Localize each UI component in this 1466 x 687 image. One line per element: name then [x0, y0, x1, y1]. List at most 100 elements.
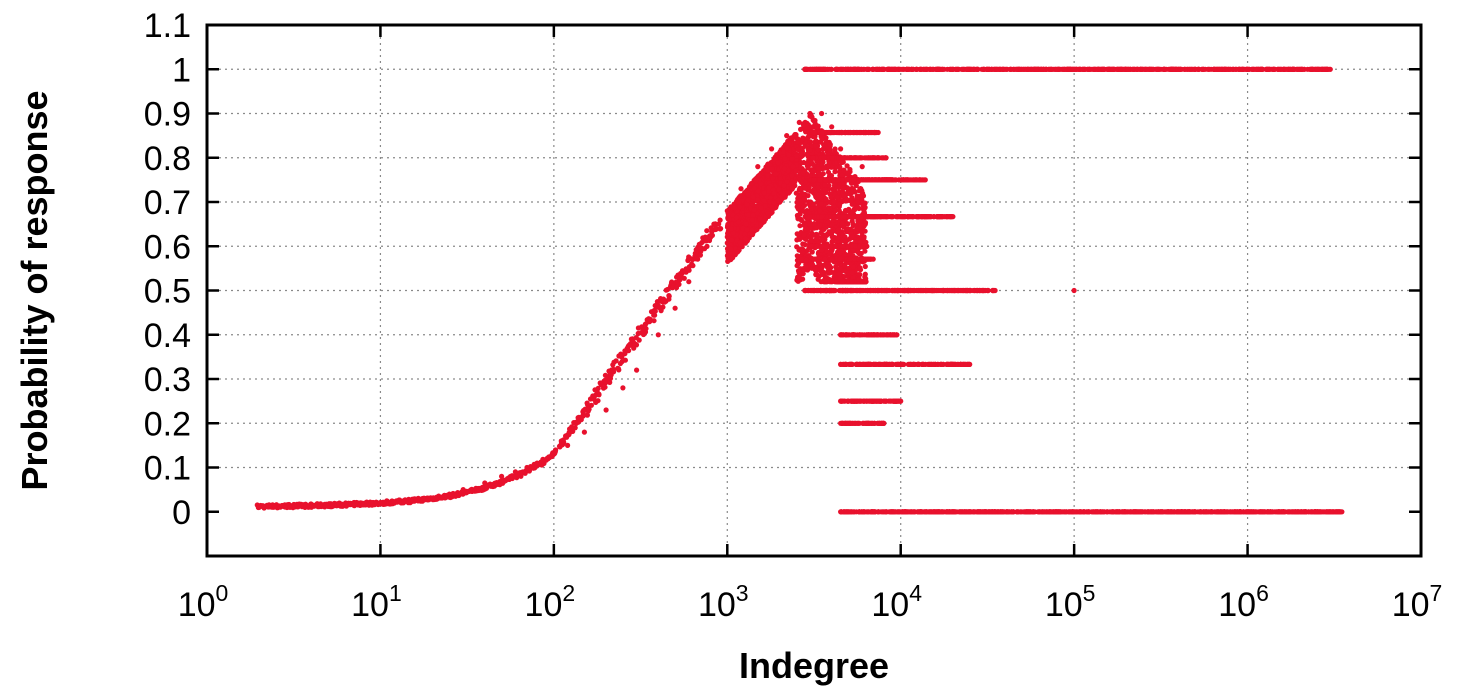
data-point [633, 335, 639, 341]
data-point [728, 226, 734, 232]
data-point [677, 277, 683, 283]
data-point [841, 214, 847, 220]
data-point [839, 220, 846, 226]
data-point [831, 199, 837, 205]
data-point [859, 66, 865, 72]
data-point [803, 129, 809, 135]
data-point [725, 221, 731, 227]
data-point [862, 271, 868, 277]
data-point [813, 66, 820, 72]
data-point [809, 261, 816, 267]
scatter-points [254, 66, 1345, 515]
data-point [923, 287, 929, 294]
data-point [606, 368, 612, 374]
data-point [910, 66, 916, 72]
data-point [1295, 66, 1301, 72]
data-point [856, 276, 862, 282]
data-point [815, 234, 821, 240]
data-point [862, 200, 868, 206]
data-point [870, 66, 876, 72]
data-point [795, 139, 801, 145]
data-point [819, 271, 825, 278]
data-point [819, 136, 825, 142]
data-point [857, 186, 863, 192]
data-point [615, 366, 622, 372]
data-point [1166, 66, 1172, 72]
data-point [970, 287, 976, 294]
data-point [670, 285, 676, 291]
data-point [743, 221, 749, 227]
data-point [733, 214, 740, 221]
data-point [641, 331, 647, 337]
data-point [959, 66, 966, 72]
data-point [651, 318, 657, 324]
data-point [833, 66, 839, 72]
data-point [801, 196, 808, 202]
data-point [789, 185, 795, 191]
data-point [813, 138, 819, 144]
data-point [793, 153, 800, 159]
data-point [780, 190, 787, 197]
data-point [842, 238, 848, 244]
data-point [825, 66, 831, 72]
data-point [765, 211, 771, 217]
data-point [622, 357, 629, 363]
data-point [802, 242, 808, 248]
data-point [619, 354, 625, 360]
data-point [811, 162, 817, 168]
data-point [1110, 66, 1116, 72]
data-point [729, 237, 735, 243]
data-point [1322, 66, 1328, 72]
data-point [1192, 66, 1198, 72]
data-point [891, 66, 897, 72]
data-point [858, 223, 864, 229]
data-point [607, 379, 613, 385]
data-point [930, 66, 936, 72]
data-point [849, 279, 855, 285]
data-point [800, 170, 806, 176]
data-point [938, 287, 945, 294]
data-point [851, 66, 857, 72]
data-point [1314, 66, 1320, 72]
data-point [1206, 66, 1212, 72]
data-point [812, 266, 818, 272]
data-point [625, 347, 631, 353]
data-point [685, 256, 692, 262]
data-point [1088, 66, 1094, 72]
data-point [1125, 66, 1131, 72]
data-point [803, 264, 809, 270]
data-point [1182, 66, 1188, 72]
data-point [1177, 66, 1184, 72]
data-point [819, 237, 826, 243]
data-point [745, 192, 751, 198]
data-point [818, 201, 824, 207]
data-point [845, 227, 851, 233]
data-point [771, 200, 777, 206]
data-point [717, 217, 723, 223]
data-point [868, 287, 874, 294]
data-point [728, 246, 734, 252]
data-point [1061, 66, 1067, 72]
data-point [790, 163, 796, 170]
data-point [704, 243, 710, 249]
data-point [839, 279, 845, 285]
data-point [806, 201, 812, 207]
data-point [1222, 66, 1228, 72]
data-point [824, 264, 831, 270]
data-point [812, 121, 818, 127]
data-point [834, 194, 840, 200]
data-point [940, 66, 946, 72]
data-point [850, 274, 856, 280]
data-point [829, 277, 835, 283]
data-point [717, 226, 723, 232]
data-point [935, 66, 941, 72]
data-point [786, 140, 792, 146]
data-point [842, 287, 849, 294]
data-point [857, 265, 863, 271]
data-point [742, 235, 749, 242]
data-point [1054, 66, 1060, 72]
data-point [1253, 66, 1259, 72]
data-point [802, 185, 809, 191]
data-point [965, 287, 971, 294]
